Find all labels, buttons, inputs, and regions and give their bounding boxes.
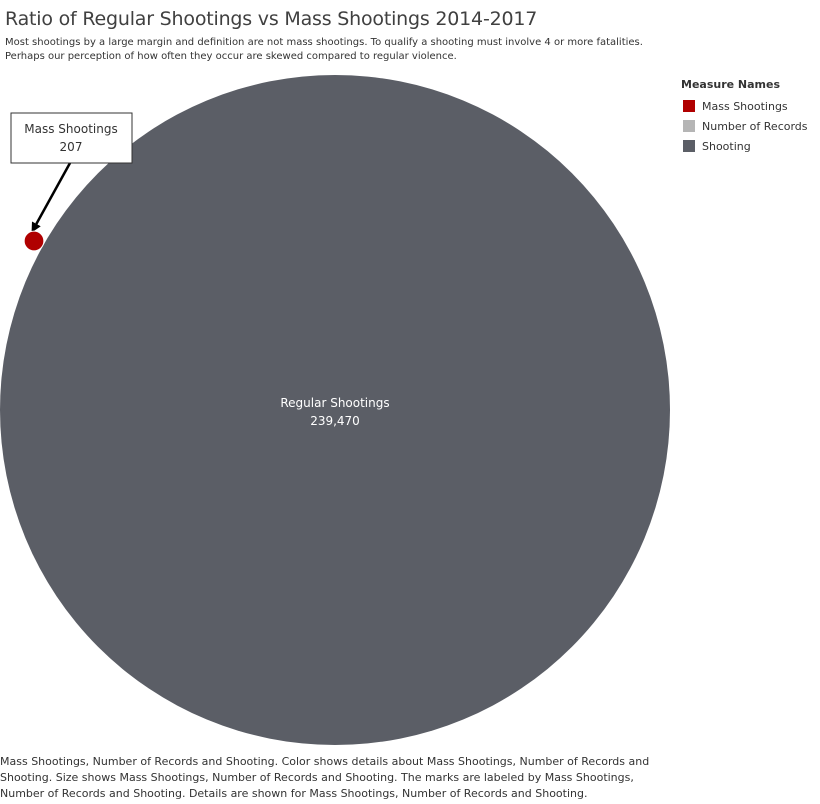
footnote-line: Number of Records and Shooting. Details … bbox=[0, 787, 588, 800]
chart-title: Ratio of Regular Shootings vs Mass Shoot… bbox=[5, 8, 538, 30]
annotation-box bbox=[10, 112, 133, 164]
annotation-arrow bbox=[31, 162, 72, 233]
annotation-label: Mass Shootings bbox=[24, 122, 117, 136]
legend-item-mass-shootings[interactable]: Mass Shootings bbox=[681, 96, 819, 116]
legend-item-number-of-records[interactable]: Number of Records bbox=[681, 116, 819, 136]
bubble-mass-shootings[interactable] bbox=[23, 230, 45, 252]
legend: Measure Names Mass Shootings Number of R… bbox=[681, 78, 819, 156]
legend-label: Number of Records bbox=[702, 119, 808, 133]
chart-footnote: Mass Shootings, Number of Records and Sh… bbox=[0, 754, 680, 802]
legend-swatch bbox=[683, 100, 695, 112]
legend-label: Shooting bbox=[702, 139, 751, 153]
footnote-line: Mass Shootings, Number of Records and Sh… bbox=[0, 755, 650, 768]
legend-title: Measure Names bbox=[681, 78, 781, 91]
legend-swatch bbox=[683, 140, 695, 152]
footnote-line: Shooting. Size shows Mass Shootings, Num… bbox=[0, 771, 634, 784]
legend-label: Mass Shootings bbox=[702, 99, 788, 113]
legend-item-shooting[interactable]: Shooting bbox=[681, 136, 819, 156]
subtitle-line: Most shootings by a large margin and def… bbox=[5, 37, 643, 48]
bubble-value-regular: 239,470 bbox=[310, 414, 360, 428]
legend-swatch bbox=[683, 120, 695, 132]
annotation-value: 207 bbox=[60, 140, 83, 154]
chart-subtitle: Most shootings by a large margin and def… bbox=[5, 36, 705, 64]
subtitle-line: Perhaps our perception of how often they… bbox=[5, 51, 457, 62]
bubble-regular-shootings[interactable] bbox=[0, 75, 670, 745]
bubble-label-regular: Regular Shootings bbox=[280, 396, 389, 410]
